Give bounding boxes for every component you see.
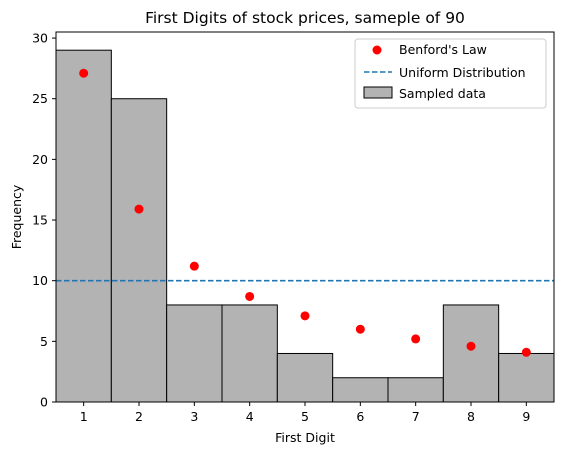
bar-4 <box>222 305 277 402</box>
benford-point-7 <box>411 334 420 343</box>
benford-point-9 <box>522 348 531 357</box>
benford-point-4 <box>245 292 254 301</box>
bar-3 <box>167 305 222 402</box>
benford-point-2 <box>135 205 144 214</box>
y-tick-label-15: 15 <box>32 213 48 228</box>
x-tick-label-4: 4 <box>246 409 254 424</box>
x-tick-label-2: 2 <box>135 409 143 424</box>
chart-title: First Digits of stock prices, sameple of… <box>145 9 465 27</box>
bar-6 <box>333 378 388 402</box>
bar-9 <box>499 353 554 402</box>
bar-1 <box>56 50 111 402</box>
x-tick-label-8: 8 <box>467 409 475 424</box>
legend-sampled-swatch <box>364 87 392 98</box>
bar-2 <box>111 99 166 402</box>
y-tick-label-30: 30 <box>32 31 48 46</box>
bar-8 <box>443 305 498 402</box>
benford-point-5 <box>301 311 310 320</box>
y-tick-label-5: 5 <box>40 334 48 349</box>
legend: Benford's Law Uniform Distribution Sampl… <box>355 39 546 108</box>
x-tick-label-7: 7 <box>412 409 420 424</box>
x-tick-label-1: 1 <box>80 409 88 424</box>
benford-point-1 <box>79 69 88 78</box>
legend-benford-label: Benford's Law <box>399 42 487 57</box>
x-axis-label: First Digit <box>275 430 335 445</box>
bar-7 <box>388 378 443 402</box>
bar-5 <box>277 353 332 402</box>
benford-point-6 <box>356 325 365 334</box>
legend-sampled-label: Sampled data <box>399 86 486 101</box>
y-axis-label: Frequency <box>9 184 24 249</box>
legend-benford-marker <box>373 46 382 55</box>
x-tick-label-5: 5 <box>301 409 309 424</box>
y-tick-label-20: 20 <box>32 152 48 167</box>
benford-point-3 <box>190 262 199 271</box>
y-tick-label-25: 25 <box>32 91 48 106</box>
y-tick-label-10: 10 <box>32 273 48 288</box>
benford-point-8 <box>467 342 476 351</box>
x-tick-label-3: 3 <box>190 409 198 424</box>
x-tick-label-9: 9 <box>522 409 530 424</box>
x-tick-label-6: 6 <box>356 409 364 424</box>
y-tick-label-0: 0 <box>40 395 48 410</box>
legend-uniform-label: Uniform Distribution <box>399 65 526 80</box>
